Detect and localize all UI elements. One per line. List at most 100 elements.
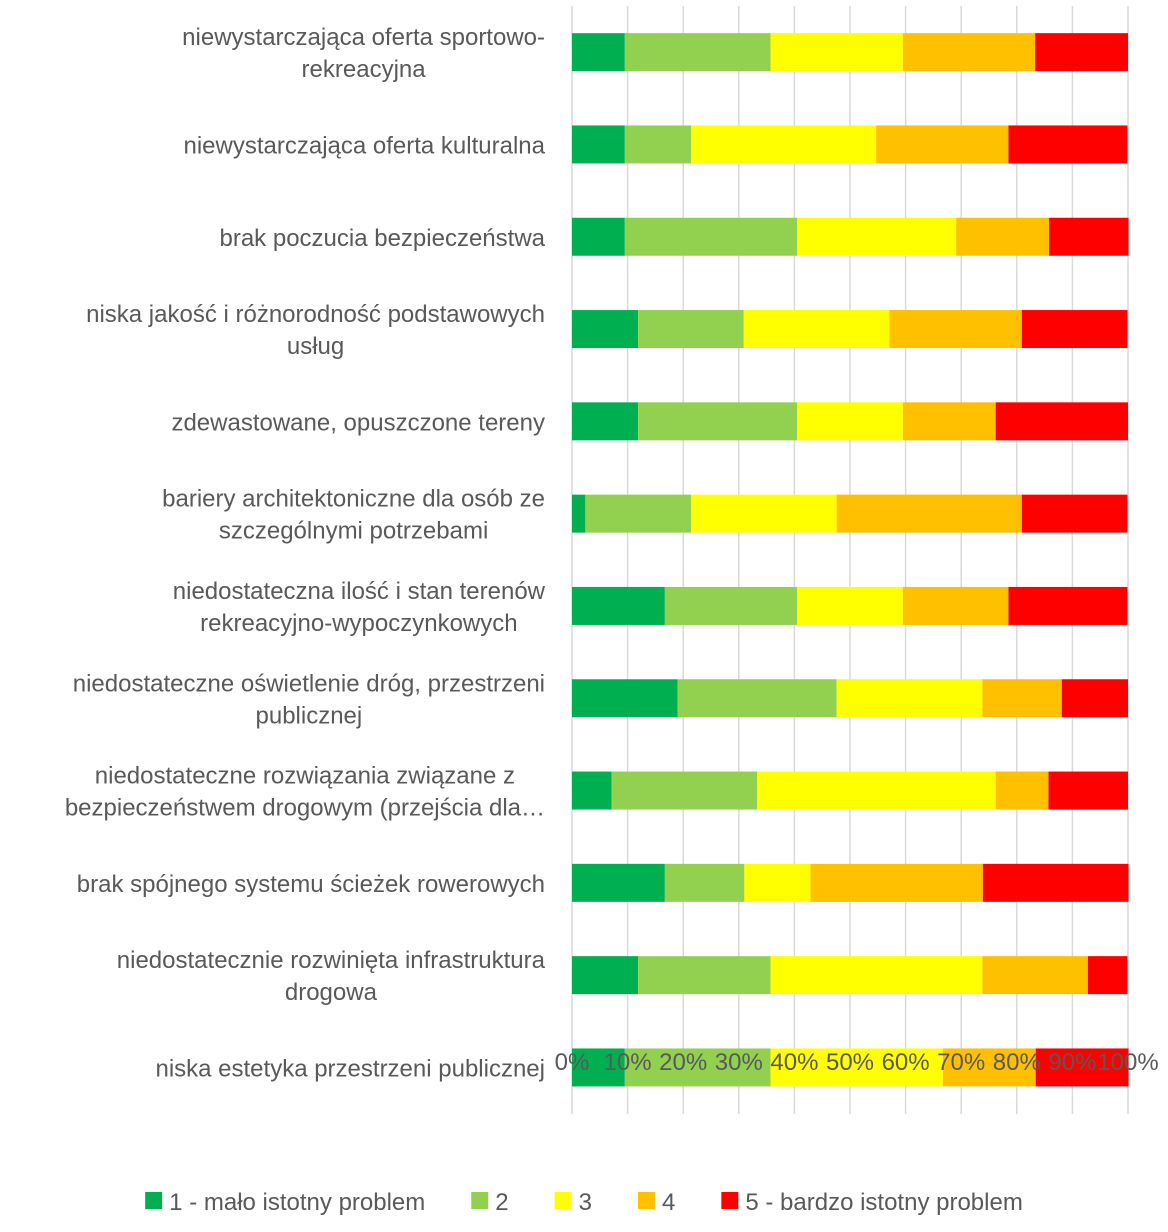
bar-segment bbox=[770, 1048, 943, 1087]
bar-segment bbox=[572, 956, 639, 995]
legend-label: 5 - bardzo istotny problem bbox=[745, 1189, 1022, 1216]
bar-segment bbox=[572, 494, 586, 533]
bar-segment bbox=[902, 402, 996, 441]
bars bbox=[572, 33, 1129, 1087]
x-tick-label: 80% bbox=[993, 1049, 1041, 1076]
category-label: niewystarczająca oferta kulturalna bbox=[183, 132, 545, 159]
bar-row bbox=[572, 956, 1128, 995]
x-tick-label: 70% bbox=[937, 1049, 985, 1076]
x-tick-label: 30% bbox=[715, 1049, 763, 1076]
bar-segment bbox=[1021, 310, 1128, 349]
bar-segment bbox=[572, 863, 665, 902]
bar-segment bbox=[744, 863, 811, 902]
bar-segment bbox=[1021, 494, 1128, 533]
category-label-line: rekreacyjna bbox=[302, 56, 427, 83]
category-label: niska estetyka przestrzeni publicznej bbox=[155, 1055, 545, 1082]
bar-segment bbox=[572, 310, 639, 349]
bar-segment bbox=[836, 679, 983, 718]
bar-segment bbox=[572, 217, 625, 256]
legend-label: 1 - mało istotny problem bbox=[169, 1189, 425, 1216]
bar-segment bbox=[995, 771, 1049, 810]
category-labels: niewystarczająca oferta sportowo-rekreac… bbox=[65, 24, 546, 1082]
bar-segment bbox=[572, 679, 678, 718]
category-label-line: niedostateczna ilość i stan terenów bbox=[173, 578, 546, 605]
bar-segment bbox=[690, 125, 877, 164]
legend-item: 1 - mało istotny problem bbox=[145, 1189, 425, 1216]
category-label: bariery architektoniczne dla osób ze szcz… bbox=[162, 486, 545, 545]
bar-segment bbox=[1008, 586, 1128, 625]
bar-segment bbox=[876, 125, 1009, 164]
bar-row bbox=[572, 33, 1128, 72]
category-label-line: niewystarczająca oferta sportowo- bbox=[182, 24, 545, 51]
bar-segment bbox=[770, 956, 983, 995]
legend-item: 4 bbox=[638, 1189, 675, 1216]
x-tick-label: 10% bbox=[604, 1049, 652, 1076]
x-tick-label: 90% bbox=[1048, 1049, 1096, 1076]
bar-segment bbox=[664, 586, 798, 625]
category-label-line: zdewastowane, opuszczone tereny bbox=[171, 409, 545, 436]
category-label-line: rekreacyjno-wypoczynkowych bbox=[200, 610, 517, 637]
bar-row bbox=[572, 863, 1129, 902]
bar-segment bbox=[770, 33, 903, 72]
category-label-line: brak spójnego systemu ścieżek rowerowych bbox=[77, 871, 545, 898]
x-tick-label: 0% bbox=[555, 1049, 590, 1076]
bar-segment bbox=[1061, 679, 1128, 718]
legend-swatch bbox=[638, 1192, 655, 1209]
bar-segment bbox=[942, 1048, 1036, 1087]
bar-segment bbox=[889, 310, 1022, 349]
x-tick-label: 100% bbox=[1097, 1049, 1158, 1076]
category-label-line: niewystarczająca oferta kulturalna bbox=[183, 132, 545, 159]
bar-segment bbox=[624, 1048, 771, 1087]
bar-row bbox=[572, 125, 1128, 164]
category-label: niska jakość i różnorodność podstawowych… bbox=[86, 301, 545, 360]
x-axis-tick-labels: 0% 10% 20% 30% 40% 50% 60% 70% 80% 90% 100% bbox=[555, 1049, 1159, 1076]
bar-segment bbox=[797, 217, 957, 256]
bar-segment bbox=[690, 494, 837, 533]
bar-segment bbox=[638, 956, 771, 995]
category-label-line: publicznej bbox=[256, 702, 363, 729]
bar-segment bbox=[836, 494, 1022, 533]
bar-segment bbox=[677, 679, 837, 718]
bar-segment bbox=[572, 586, 665, 625]
category-label: zdewastowane, opuszczone tereny bbox=[171, 409, 545, 436]
category-label-line: szczególnymi potrzebami bbox=[219, 518, 488, 545]
category-label: niedostateczne oświetlenie dróg, przestr… bbox=[73, 670, 545, 729]
legend-swatch bbox=[145, 1192, 163, 1209]
legend-label: 4 bbox=[662, 1189, 675, 1216]
category-label: niewystarczająca oferta sportowo-rekreac… bbox=[182, 24, 545, 83]
x-tick-label: 50% bbox=[826, 1049, 874, 1076]
legend: 1 - mało istotny problem 2 3 4 5 - bardzo is… bbox=[145, 1189, 1023, 1216]
bar-segment bbox=[1035, 33, 1128, 72]
category-label-line: niska jakość i różnorodność podstawowych bbox=[86, 301, 545, 328]
bar-segment bbox=[1049, 217, 1129, 256]
bar-row bbox=[572, 310, 1128, 349]
category-label: niedostatecznie rozwinięta infrastruktur… bbox=[117, 947, 546, 1006]
bar-segment bbox=[797, 402, 903, 441]
category-label-line: drogowa bbox=[285, 979, 378, 1006]
category-label: niedostateczne rozwiązania związane z bez… bbox=[65, 763, 545, 822]
bar-row bbox=[572, 586, 1128, 625]
bar-segment bbox=[1087, 956, 1128, 995]
legend-swatch bbox=[721, 1192, 739, 1209]
bar-row bbox=[572, 494, 1128, 533]
bar-segment bbox=[757, 771, 996, 810]
bar-segment bbox=[664, 863, 745, 902]
legend-label: 3 bbox=[579, 1189, 592, 1216]
legend-swatch bbox=[554, 1192, 572, 1209]
bar-row bbox=[572, 217, 1129, 256]
bar-segment bbox=[572, 771, 612, 810]
bar-segment bbox=[611, 771, 758, 810]
bar-segment bbox=[624, 125, 691, 164]
bar-segment bbox=[624, 33, 771, 72]
x-tick-label: 60% bbox=[882, 1049, 930, 1076]
bar-segment bbox=[902, 586, 1009, 625]
category-label: brak spójnego systemu ścieżek rowerowych bbox=[77, 871, 545, 898]
bar-segment bbox=[810, 863, 983, 902]
bar-segment bbox=[1008, 125, 1128, 164]
bar-segment bbox=[585, 494, 691, 533]
bar-segment bbox=[902, 33, 1036, 72]
bar-segment bbox=[956, 217, 1050, 256]
bar-segment bbox=[995, 402, 1128, 441]
